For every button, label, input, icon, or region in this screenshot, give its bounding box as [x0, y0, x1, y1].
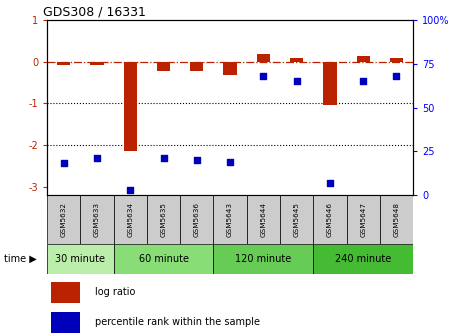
Bar	[157, 62, 170, 71]
Text: GSM5635: GSM5635	[161, 202, 167, 237]
Text: GSM5648: GSM5648	[393, 202, 400, 237]
Text: GSM5647: GSM5647	[360, 202, 366, 237]
Point	[260, 73, 267, 79]
Bar	[213, 195, 247, 244]
Bar	[114, 244, 213, 274]
Text: GSM5636: GSM5636	[194, 202, 200, 237]
Bar	[114, 195, 147, 244]
Point	[360, 79, 367, 84]
Bar	[51, 282, 80, 303]
Bar	[280, 195, 313, 244]
Text: GSM5634: GSM5634	[128, 202, 133, 237]
Text: 240 minute: 240 minute	[335, 254, 392, 264]
Text: GSM5645: GSM5645	[294, 202, 299, 237]
Bar	[290, 57, 304, 62]
Point	[60, 161, 67, 166]
Text: GSM5633: GSM5633	[94, 202, 100, 237]
Point	[293, 79, 300, 84]
Text: percentile rank within the sample: percentile rank within the sample	[95, 318, 260, 327]
Bar	[123, 62, 137, 151]
Bar	[380, 195, 413, 244]
Bar	[357, 56, 370, 62]
Point	[93, 156, 101, 161]
Text: GSM5644: GSM5644	[260, 202, 266, 237]
Bar	[323, 62, 337, 106]
Bar	[313, 244, 413, 274]
Bar	[390, 57, 403, 62]
Bar	[347, 195, 380, 244]
Bar	[257, 54, 270, 62]
Bar	[313, 195, 347, 244]
Bar	[90, 62, 104, 65]
Bar	[80, 195, 114, 244]
Bar	[190, 62, 203, 71]
Text: GDS308 / 16331: GDS308 / 16331	[44, 6, 146, 19]
Text: GSM5646: GSM5646	[327, 202, 333, 237]
Bar	[213, 244, 313, 274]
Point	[193, 157, 200, 163]
Bar	[47, 244, 114, 274]
Bar	[224, 62, 237, 75]
Bar	[247, 195, 280, 244]
Text: 60 minute: 60 minute	[139, 254, 189, 264]
Bar	[147, 195, 180, 244]
Text: 120 minute: 120 minute	[235, 254, 291, 264]
Text: 30 minute: 30 minute	[55, 254, 106, 264]
Point	[326, 180, 334, 185]
Bar	[180, 195, 213, 244]
Point	[226, 159, 233, 164]
Text: time ▶: time ▶	[4, 254, 37, 264]
Bar	[51, 312, 80, 333]
Bar	[47, 195, 80, 244]
Text: GSM5643: GSM5643	[227, 202, 233, 237]
Text: log ratio: log ratio	[95, 287, 135, 297]
Point	[127, 187, 134, 192]
Text: GSM5632: GSM5632	[61, 202, 67, 237]
Point	[160, 156, 167, 161]
Bar	[57, 62, 70, 65]
Point	[393, 73, 400, 79]
